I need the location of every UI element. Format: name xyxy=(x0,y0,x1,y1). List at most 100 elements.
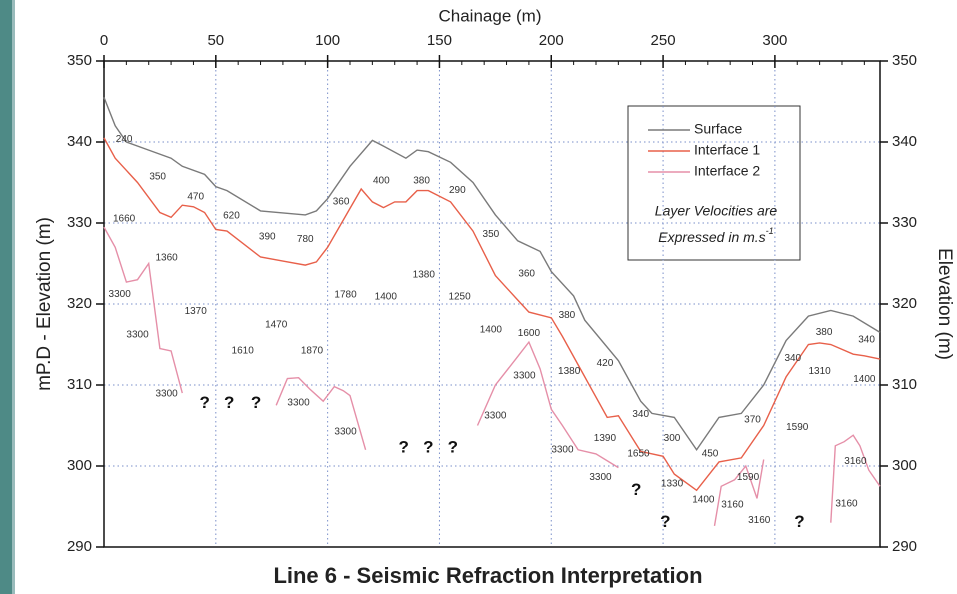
y2-tick-label: 340 xyxy=(892,133,917,150)
annotation: 400 xyxy=(373,176,390,187)
annotation: 1780 xyxy=(334,290,357,301)
annotation: 3300 xyxy=(287,397,310,408)
annotation: ? xyxy=(448,438,458,457)
y2-axis-title: Elevation (m) xyxy=(934,248,955,360)
annotation: 620 xyxy=(223,210,240,221)
annotation: 3300 xyxy=(484,410,507,421)
series-line xyxy=(103,137,881,492)
annotation: 1660 xyxy=(113,214,136,225)
annotation: 3300 xyxy=(589,472,612,483)
y-axis-title: mP.D - Elevation (m) xyxy=(34,217,55,391)
left-band xyxy=(0,0,12,594)
annotation: 3160 xyxy=(844,456,867,467)
annotation: 3300 xyxy=(551,444,574,455)
annotation: 1590 xyxy=(737,472,760,483)
y-tick-label: 340 xyxy=(67,133,92,150)
annotation: 3160 xyxy=(835,499,858,510)
annotation: 3160 xyxy=(721,500,744,511)
annotation: 1590 xyxy=(786,422,809,433)
annotation: ? xyxy=(423,438,433,457)
annotation: 380 xyxy=(413,176,430,187)
annotation: ? xyxy=(251,393,261,412)
legend-label: Interface 2 xyxy=(694,163,760,179)
annotation: ? xyxy=(224,393,234,412)
annotation: 1400 xyxy=(692,495,715,506)
annotation: ? xyxy=(631,480,641,499)
annotation: 380 xyxy=(559,310,576,321)
annotation: 1400 xyxy=(853,374,876,385)
y-tick-label: 320 xyxy=(67,295,92,312)
annotation: 300 xyxy=(664,433,681,444)
annotation: 390 xyxy=(259,231,276,242)
y2-tick-label: 300 xyxy=(892,457,917,474)
annotation: 1870 xyxy=(301,346,324,357)
annotation: 340 xyxy=(784,353,801,364)
annotation: 3300 xyxy=(513,371,536,382)
y2-tick-label: 310 xyxy=(892,376,917,393)
annotation: 350 xyxy=(149,171,166,182)
annotation: ? xyxy=(199,393,209,412)
annotation: 1370 xyxy=(185,306,208,317)
annotation: ? xyxy=(398,438,408,457)
x-tick-label: 0 xyxy=(100,32,108,49)
chart-title: Line 6 - Seismic Refraction Interpretati… xyxy=(273,563,702,588)
y-tick-label: 300 xyxy=(67,457,92,474)
annotation: 1470 xyxy=(265,320,288,331)
annotation: 340 xyxy=(632,409,649,420)
annotation: 1330 xyxy=(661,478,684,489)
annotation: 1250 xyxy=(448,291,471,302)
x-tick-label: 300 xyxy=(762,32,787,49)
series-line xyxy=(103,97,881,452)
annotation: 370 xyxy=(744,414,761,425)
annotation: 3300 xyxy=(334,427,357,438)
y-tick-label: 330 xyxy=(67,214,92,231)
annotation: 1600 xyxy=(518,328,541,339)
x-tick-label: 100 xyxy=(315,32,340,49)
note-text: Expressed in m.s xyxy=(658,229,765,245)
annotation: ? xyxy=(794,512,804,531)
annotation: 1310 xyxy=(808,366,831,377)
annotation: 290 xyxy=(449,185,466,196)
x-axis-title: Chainage (m) xyxy=(439,6,542,25)
annotation: 780 xyxy=(297,234,314,245)
x-tick-label: 250 xyxy=(651,32,676,49)
x-tick-label: 150 xyxy=(427,32,452,49)
annotation: 1400 xyxy=(375,291,398,302)
y2-tick-label: 320 xyxy=(892,295,917,312)
annotation: 360 xyxy=(333,197,350,208)
annotation: 340 xyxy=(858,334,875,345)
y2-tick-label: 350 xyxy=(892,52,917,69)
left-band-edge xyxy=(12,0,15,594)
annotation: 1360 xyxy=(155,252,178,263)
annotation: 1610 xyxy=(232,346,255,357)
note-superscript: -1 xyxy=(766,226,774,236)
y-tick-label: 310 xyxy=(67,376,92,393)
annotation: 1380 xyxy=(413,269,436,280)
legend-label: Surface xyxy=(694,121,742,137)
annotation: 380 xyxy=(816,327,833,338)
y-tick-label: 350 xyxy=(67,52,92,69)
annotation: 470 xyxy=(187,192,204,203)
y2-tick-label: 290 xyxy=(892,538,917,555)
annotation: 1390 xyxy=(594,433,617,444)
annotation: ? xyxy=(660,512,670,531)
x-tick-label: 200 xyxy=(539,32,564,49)
note: Layer Velocities are xyxy=(655,203,778,219)
y2-tick-label: 330 xyxy=(892,214,917,231)
annotation: 1650 xyxy=(627,448,650,459)
annotation: 3300 xyxy=(126,329,149,340)
annotation: 240 xyxy=(116,134,133,145)
x-tick-label: 50 xyxy=(207,32,224,49)
annotation: 3300 xyxy=(109,289,132,300)
annotation: 1380 xyxy=(558,366,581,377)
annotation: 1400 xyxy=(480,325,503,336)
annotation: 360 xyxy=(518,269,535,280)
note: Expressed in m.s-1 xyxy=(658,226,773,244)
annotation: 450 xyxy=(702,448,719,459)
annotation: 420 xyxy=(597,358,614,369)
annotation: 3300 xyxy=(155,389,178,400)
annotation: 3160 xyxy=(748,515,771,526)
